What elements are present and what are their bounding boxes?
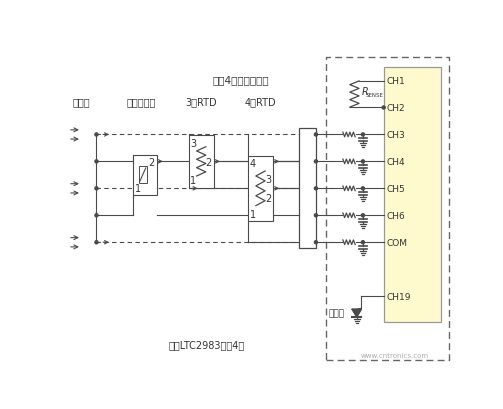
Circle shape <box>314 241 317 244</box>
Bar <box>139 167 146 184</box>
Text: SENSE: SENSE <box>365 93 383 98</box>
Circle shape <box>314 160 317 164</box>
Text: 1: 1 <box>191 176 197 186</box>
Text: 2: 2 <box>206 157 212 167</box>
Circle shape <box>361 160 365 164</box>
Text: CH2: CH2 <box>387 104 405 113</box>
Circle shape <box>361 187 365 191</box>
Text: 4: 4 <box>249 159 256 169</box>
Text: 3: 3 <box>191 138 197 148</box>
Bar <box>384 68 442 322</box>
Text: R: R <box>361 87 368 97</box>
Text: CH19: CH19 <box>387 292 411 301</box>
Polygon shape <box>352 310 361 317</box>
Text: 2: 2 <box>149 158 155 168</box>
Circle shape <box>95 187 98 191</box>
Circle shape <box>314 187 317 191</box>
Circle shape <box>95 160 98 164</box>
Bar <box>189 136 213 188</box>
Text: www.cntronics.com: www.cntronics.com <box>361 352 429 358</box>
Circle shape <box>95 214 98 217</box>
Text: 冷接点: 冷接点 <box>328 309 345 318</box>
Circle shape <box>314 214 317 217</box>
Circle shape <box>382 107 385 110</box>
Text: CH3: CH3 <box>387 130 405 139</box>
Text: 2: 2 <box>265 193 271 203</box>
Text: 所有4组传感器共用: 所有4组传感器共用 <box>213 75 270 85</box>
Text: 4线RTD: 4线RTD <box>244 97 276 107</box>
Text: CH1: CH1 <box>387 77 405 86</box>
Text: 1: 1 <box>135 183 141 193</box>
Text: CH6: CH6 <box>387 211 405 220</box>
Text: 热电偶: 热电偶 <box>72 97 90 107</box>
Text: CH4: CH4 <box>387 157 405 166</box>
Text: CH5: CH5 <box>387 184 405 193</box>
Circle shape <box>95 134 98 137</box>
Circle shape <box>361 134 365 137</box>
Circle shape <box>314 134 317 137</box>
Bar <box>133 155 156 196</box>
Circle shape <box>95 241 98 244</box>
Text: 1: 1 <box>249 209 256 219</box>
Text: 每个LTC2983连接4组: 每个LTC2983连接4组 <box>169 340 244 350</box>
Text: COM: COM <box>387 238 408 247</box>
Text: 3线RTD: 3线RTD <box>186 97 217 107</box>
Bar <box>299 129 316 249</box>
Bar <box>248 156 273 222</box>
Text: 热敏电阵器: 热敏电阵器 <box>126 97 156 107</box>
Circle shape <box>361 214 365 217</box>
Circle shape <box>361 241 365 244</box>
Text: 3: 3 <box>265 175 271 185</box>
